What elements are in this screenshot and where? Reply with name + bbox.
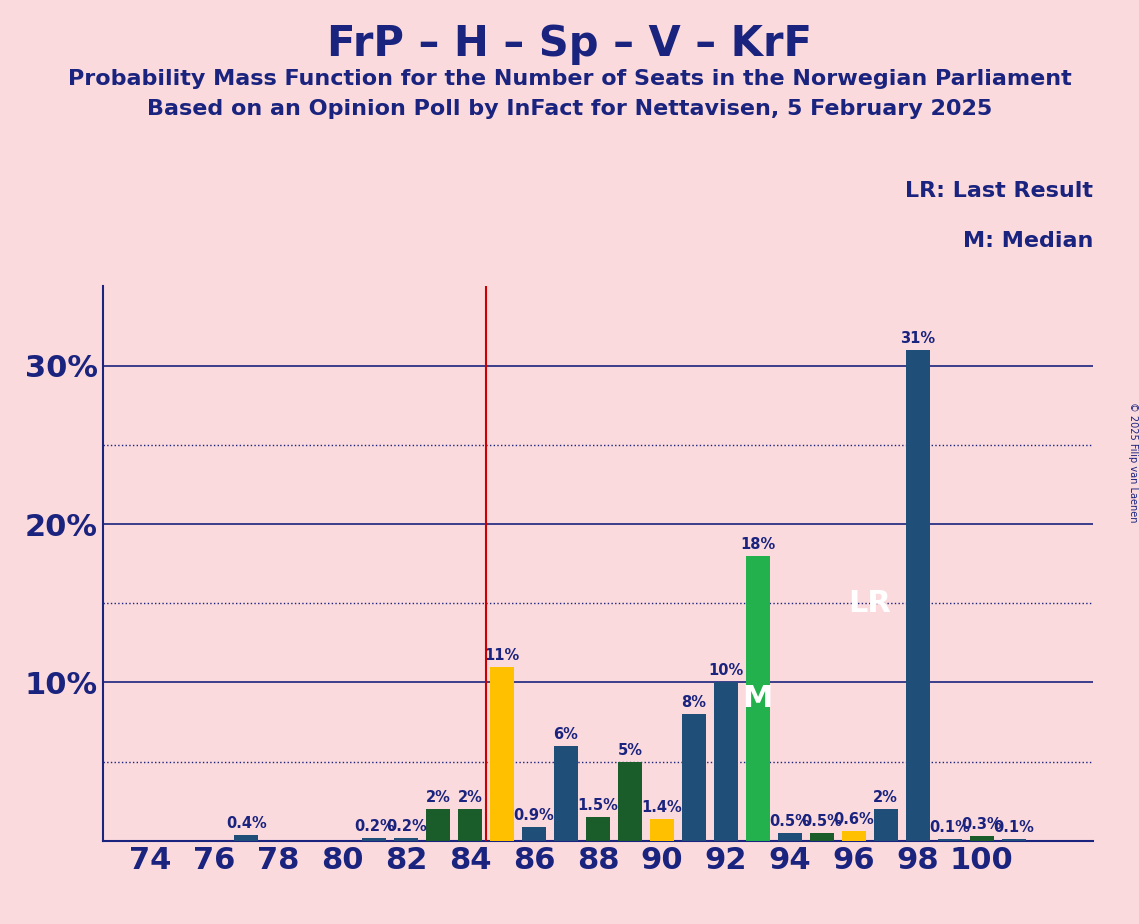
Bar — [682, 714, 706, 841]
Text: M: M — [743, 684, 773, 712]
Text: Based on an Opinion Poll by InFact for Nettavisen, 5 February 2025: Based on an Opinion Poll by InFact for N… — [147, 99, 992, 119]
Bar — [1001, 839, 1025, 841]
Text: 0.2%: 0.2% — [354, 819, 394, 833]
Bar — [810, 833, 834, 841]
Text: 18%: 18% — [740, 537, 776, 552]
Text: 2%: 2% — [426, 790, 451, 805]
Bar — [458, 809, 482, 841]
Text: 6%: 6% — [554, 727, 579, 742]
Text: 0.3%: 0.3% — [961, 817, 1002, 833]
Text: 2%: 2% — [458, 790, 483, 805]
Bar — [522, 827, 546, 841]
Bar — [585, 817, 611, 841]
Text: 8%: 8% — [681, 695, 706, 711]
Bar — [714, 683, 738, 841]
Bar — [554, 746, 577, 841]
Text: 1.4%: 1.4% — [641, 799, 682, 815]
Text: LR: Last Result: LR: Last Result — [906, 181, 1093, 201]
Text: 0.6%: 0.6% — [834, 812, 874, 827]
Bar — [235, 834, 259, 841]
Text: 0.1%: 0.1% — [929, 821, 970, 835]
Bar — [937, 839, 961, 841]
Bar — [490, 666, 514, 841]
Text: Probability Mass Function for the Number of Seats in the Norwegian Parliament: Probability Mass Function for the Number… — [67, 69, 1072, 90]
Bar — [842, 832, 866, 841]
Text: 31%: 31% — [900, 331, 935, 346]
Bar — [746, 555, 770, 841]
Bar — [362, 838, 386, 841]
Text: 0.4%: 0.4% — [226, 816, 267, 831]
Bar — [874, 809, 898, 841]
Text: 0.5%: 0.5% — [802, 814, 842, 829]
Text: 0.1%: 0.1% — [993, 821, 1034, 835]
Text: M: Median: M: Median — [964, 231, 1093, 251]
Bar — [650, 819, 674, 841]
Text: 5%: 5% — [617, 743, 642, 758]
Bar — [969, 836, 993, 841]
Text: FrP – H – Sp – V – KrF: FrP – H – Sp – V – KrF — [327, 23, 812, 65]
Text: 10%: 10% — [708, 663, 744, 678]
Text: 1.5%: 1.5% — [577, 798, 618, 813]
Bar — [426, 809, 450, 841]
Text: LR: LR — [849, 589, 891, 618]
Text: 0.2%: 0.2% — [386, 819, 427, 833]
Text: 11%: 11% — [484, 648, 519, 663]
Bar — [618, 761, 642, 841]
Bar — [394, 838, 418, 841]
Bar — [906, 350, 929, 841]
Text: 0.5%: 0.5% — [769, 814, 810, 829]
Bar — [778, 833, 802, 841]
Text: 2%: 2% — [874, 790, 899, 805]
Text: 0.9%: 0.9% — [514, 808, 555, 822]
Text: © 2025 Filip van Laenen: © 2025 Filip van Laenen — [1129, 402, 1138, 522]
